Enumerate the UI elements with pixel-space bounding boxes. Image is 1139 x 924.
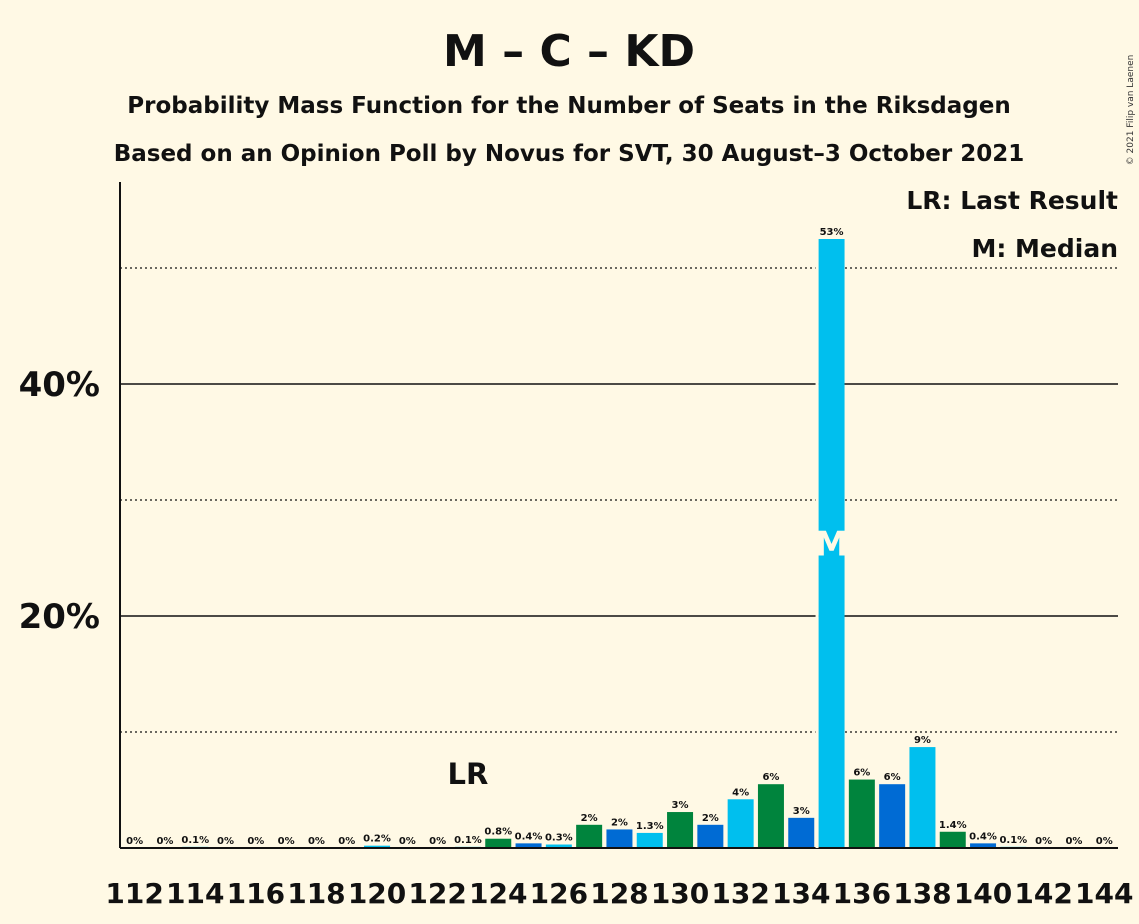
x-tick-label: 142 bbox=[1014, 877, 1072, 910]
data-label-seat-144: 0% bbox=[1096, 836, 1113, 847]
y-tick-label: 40% bbox=[19, 365, 100, 405]
data-label-seat-126: 0.3% bbox=[545, 833, 573, 844]
bar-seat-139 bbox=[939, 831, 966, 848]
x-tick-label: 134 bbox=[772, 877, 830, 910]
data-label-seat-130: 3% bbox=[672, 800, 689, 811]
x-tick-label: 130 bbox=[651, 877, 709, 910]
bars bbox=[182, 239, 1027, 848]
data-label-seat-125: 0.4% bbox=[515, 831, 543, 842]
data-label-seat-114: 0.1% bbox=[181, 835, 209, 846]
bar-seat-128 bbox=[606, 829, 633, 848]
y-tick-label: 20% bbox=[19, 597, 100, 637]
data-label-seat-124: 0.8% bbox=[484, 827, 512, 838]
data-label-seat-127: 2% bbox=[581, 813, 598, 824]
data-label-seat-117: 0% bbox=[278, 836, 295, 847]
bar-seat-136 bbox=[848, 779, 875, 848]
data-label-seat-137: 6% bbox=[884, 772, 901, 783]
bar-seat-135 bbox=[818, 239, 845, 848]
data-label-seat-120: 0.2% bbox=[363, 834, 391, 845]
data-labels: 0% 0% 0.1% 0% 0% 0% 0% 0% 0.2% 0% 0% 0.1%0.8% 0.4% 0.… bbox=[126, 227, 1113, 847]
legend-last-result: LR: Last Result bbox=[906, 186, 1118, 215]
bar-seat-138 bbox=[909, 747, 936, 848]
bar-seat-137 bbox=[879, 784, 906, 848]
data-label-seat-143: 0% bbox=[1065, 836, 1082, 847]
data-label-seat-135: 53% bbox=[820, 227, 844, 238]
data-label-seat-122: 0% bbox=[429, 836, 446, 847]
chart-title: M – C – KD bbox=[443, 26, 695, 77]
bar-seat-126 bbox=[545, 844, 572, 848]
median-marker: M bbox=[815, 525, 849, 565]
x-tick-label: 132 bbox=[711, 877, 769, 910]
data-label-seat-141: 0.1% bbox=[999, 835, 1027, 846]
x-tick-label: 136 bbox=[833, 877, 891, 910]
x-tick-label: 140 bbox=[954, 877, 1012, 910]
bar-seat-140 bbox=[970, 843, 997, 848]
x-tick-label: 116 bbox=[227, 877, 285, 910]
data-label-seat-133: 6% bbox=[762, 772, 779, 783]
data-label-seat-112: 0% bbox=[126, 836, 143, 847]
data-label-seat-138: 9% bbox=[914, 735, 931, 746]
bar-seat-120 bbox=[364, 845, 391, 848]
data-label-seat-134: 3% bbox=[793, 806, 810, 817]
data-label-seat-121: 0% bbox=[399, 836, 416, 847]
bar-seat-125 bbox=[515, 843, 542, 848]
data-label-seat-129: 1.3% bbox=[636, 821, 664, 832]
x-tick-label: 126 bbox=[530, 877, 588, 910]
bar-seat-132 bbox=[727, 799, 754, 848]
chart-subtitle: Probability Mass Function for the Number… bbox=[127, 93, 1010, 119]
y-axis: 20% 40% bbox=[19, 182, 121, 848]
x-tick-label: 120 bbox=[348, 877, 406, 910]
x-tick-label: 128 bbox=[590, 877, 648, 910]
last-result-marker: LR bbox=[448, 757, 489, 791]
markers: LR M bbox=[448, 233, 849, 848]
x-tick-label: 122 bbox=[408, 877, 466, 910]
x-axis: 112 114 116 118 120 122 124 126 128 130 132 134 136 1… bbox=[105, 847, 1133, 910]
data-label-seat-116: 0% bbox=[247, 836, 264, 847]
x-tick-label: 124 bbox=[469, 877, 527, 910]
bar-seat-131 bbox=[697, 824, 724, 848]
data-label-seat-113: 0% bbox=[156, 836, 173, 847]
data-label-seat-123: 0.1% bbox=[454, 835, 482, 846]
data-label-seat-119: 0% bbox=[338, 836, 355, 847]
legend-median: M: Median bbox=[971, 234, 1118, 263]
bar-seat-124 bbox=[485, 838, 512, 848]
chart-subtitle-poll: Based on an Opinion Poll by Novus for SV… bbox=[114, 141, 1025, 167]
median-bar-gap bbox=[815, 233, 819, 848]
x-tick-label: 114 bbox=[166, 877, 224, 910]
data-label-seat-140: 0.4% bbox=[969, 831, 997, 842]
data-label-seat-128: 2% bbox=[611, 817, 628, 828]
x-tick-label: 118 bbox=[287, 877, 345, 910]
data-label-seat-142: 0% bbox=[1035, 836, 1052, 847]
data-label-seat-118: 0% bbox=[308, 836, 325, 847]
data-label-seat-131: 2% bbox=[702, 813, 719, 824]
data-label-seat-139: 1.4% bbox=[939, 820, 967, 831]
copyright-notice: © 2021 Filip van Laenen bbox=[1126, 55, 1136, 166]
data-label-seat-136: 6% bbox=[853, 768, 870, 779]
gridlines bbox=[120, 267, 1118, 733]
x-tick-label: 138 bbox=[893, 877, 951, 910]
bar-seat-127 bbox=[576, 824, 603, 848]
bar-seat-134 bbox=[788, 817, 815, 848]
bar-seat-129 bbox=[636, 832, 663, 848]
data-label-seat-132: 4% bbox=[732, 787, 749, 798]
bar-seat-133 bbox=[757, 784, 784, 848]
bar-seat-130 bbox=[667, 812, 694, 848]
x-tick-label: 112 bbox=[105, 877, 163, 910]
x-tick-label: 144 bbox=[1075, 877, 1133, 910]
data-label-seat-115: 0% bbox=[217, 836, 234, 847]
